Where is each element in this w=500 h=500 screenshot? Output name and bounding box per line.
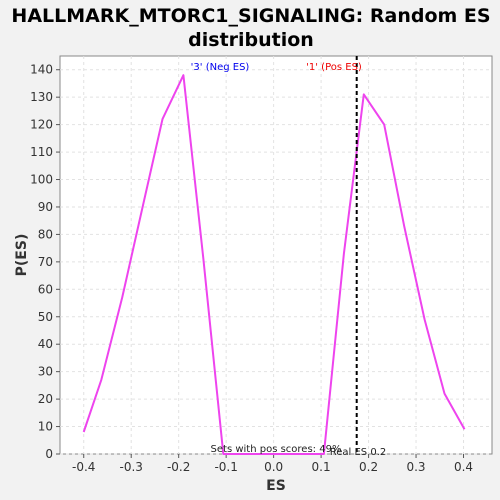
y-axis-ticks: 0 10 20 30 40 50 60 70 80 90 100 110 120 130 140 — [30, 63, 60, 461]
neg-es-label: '3' (Neg ES) — [191, 62, 250, 73]
y-tick-label: 80 — [38, 227, 53, 241]
y-tick-label: 110 — [30, 145, 53, 159]
x-tick-label: 0.3 — [406, 460, 425, 474]
y-tick-label: 140 — [30, 63, 53, 77]
real-es-note: Real ES 0.2 — [330, 447, 386, 458]
random-es-curve — [82, 74, 466, 455]
x-axis-label: ES — [266, 478, 286, 494]
y-tick-label: 70 — [38, 255, 53, 269]
y-tick-label: 100 — [30, 173, 53, 187]
y-tick-label: 0 — [45, 447, 53, 461]
x-tick-label: -0.3 — [119, 460, 142, 474]
x-tick-label: 0.0 — [264, 460, 283, 474]
chart-title-line-2: distribution — [188, 29, 314, 51]
y-tick-label: 50 — [38, 310, 53, 324]
x-tick-label: -0.2 — [167, 460, 190, 474]
x-axis-ticks: -0.4 -0.3 -0.2 -0.1 0.0 0.1 0.2 0.3 0.4 — [72, 454, 473, 474]
y-tick-label: 130 — [30, 90, 53, 104]
x-tick-label: 0.2 — [359, 460, 378, 474]
x-tick-label: 0.4 — [454, 460, 473, 474]
x-tick-label: 0.1 — [312, 460, 331, 474]
x-tick-label: -0.1 — [214, 460, 237, 474]
y-tick-label: 120 — [30, 118, 53, 132]
y-tick-label: 90 — [38, 200, 53, 214]
y-axis-label: P(ES) — [14, 234, 30, 277]
grid-lines — [60, 56, 492, 455]
x-tick-label: -0.4 — [72, 460, 95, 474]
pos-es-label: '1' (Pos ES) — [306, 62, 362, 73]
chart-title-line-1: HALLMARK_MTORC1_SIGNALING: Random ES — [11, 5, 490, 27]
y-tick-label: 60 — [38, 282, 53, 296]
pos-scores-note: Sets with pos scores: 49% — [211, 444, 342, 455]
plot-area — [59, 55, 493, 455]
y-tick-label: 40 — [38, 337, 53, 351]
y-tick-label: 10 — [38, 420, 53, 434]
y-tick-label: 20 — [38, 392, 53, 406]
y-tick-label: 30 — [38, 365, 53, 379]
